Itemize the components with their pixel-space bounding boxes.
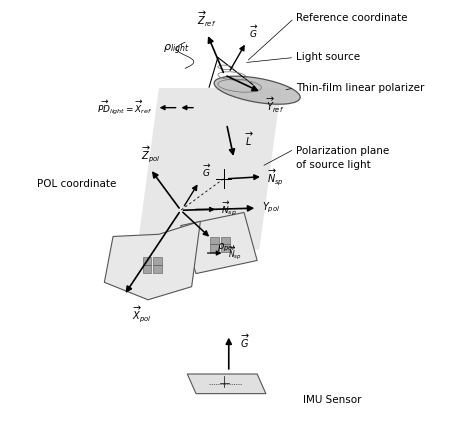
Text: $\overrightarrow{Z}_{pol}$: $\overrightarrow{Z}_{pol}$ xyxy=(141,144,160,163)
Ellipse shape xyxy=(214,76,300,104)
Text: Reference coordinate: Reference coordinate xyxy=(296,13,408,23)
Text: $\overrightarrow{N}_{sp}$: $\overrightarrow{N}_{sp}$ xyxy=(267,167,284,187)
Polygon shape xyxy=(181,212,257,274)
Polygon shape xyxy=(137,88,281,250)
Polygon shape xyxy=(210,244,219,252)
Text: $\rho_{pol}$: $\rho_{pol}$ xyxy=(217,242,235,254)
Text: $\overrightarrow{G}$: $\overrightarrow{G}$ xyxy=(202,163,211,179)
Text: $\overrightarrow{X}_{pol}$: $\overrightarrow{X}_{pol}$ xyxy=(132,304,151,324)
Text: $\overrightarrow{G}$: $\overrightarrow{G}$ xyxy=(240,332,250,350)
Polygon shape xyxy=(153,265,162,272)
Text: $\overrightarrow{N}_{sp}$: $\overrightarrow{N}_{sp}$ xyxy=(221,200,237,219)
Polygon shape xyxy=(153,257,162,265)
Polygon shape xyxy=(142,265,151,272)
Text: $\overrightarrow{Z}_{ref}$: $\overrightarrow{Z}_{ref}$ xyxy=(197,10,217,29)
Text: $\overrightarrow{N}_{sp}$: $\overrightarrow{N}_{sp}$ xyxy=(228,244,242,262)
Text: $\overrightarrow{Y}_{ref}$: $\overrightarrow{Y}_{ref}$ xyxy=(266,96,284,115)
Text: Thin-film linear polarizer: Thin-film linear polarizer xyxy=(296,83,425,93)
Polygon shape xyxy=(104,221,200,300)
Text: POL coordinate: POL coordinate xyxy=(37,179,116,189)
Polygon shape xyxy=(221,244,230,252)
Text: Polarization plane
of source light: Polarization plane of source light xyxy=(296,146,389,170)
Polygon shape xyxy=(221,237,230,244)
Polygon shape xyxy=(210,237,219,244)
Polygon shape xyxy=(142,257,151,265)
Text: $Y_{pol}$: $Y_{pol}$ xyxy=(262,201,280,215)
Text: $\overrightarrow{G}$: $\overrightarrow{G}$ xyxy=(249,24,258,40)
Text: Light source: Light source xyxy=(296,53,361,63)
Text: $\rho_{light}$: $\rho_{light}$ xyxy=(163,43,190,57)
Text: IMU Sensor: IMU Sensor xyxy=(303,395,361,405)
Text: $\overrightarrow{PD}_{light}=\overrightarrow{X}_{ref}$: $\overrightarrow{PD}_{light}=\overrighta… xyxy=(97,99,152,117)
Text: $\overrightarrow{L}$: $\overrightarrow{L}$ xyxy=(245,131,254,148)
Polygon shape xyxy=(187,374,266,394)
